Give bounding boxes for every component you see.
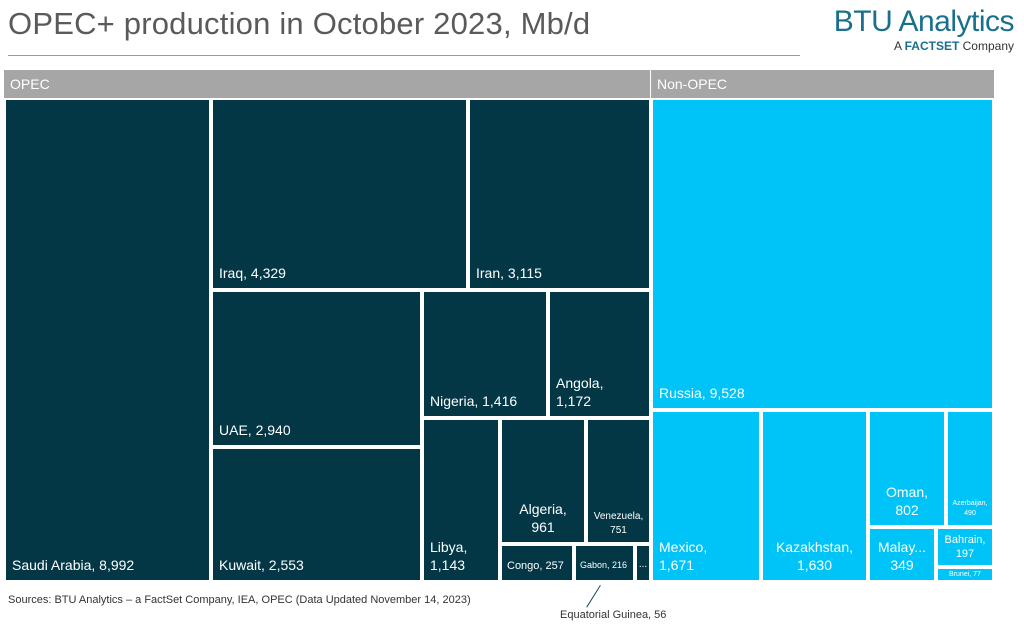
tile-label: Gabon, 216 [580,560,628,570]
tile-label: Kazakhstan, 1,630 [775,539,854,573]
source-note: Sources: BTU Analytics – a FactSet Compa… [8,594,471,606]
tile-label: Kuwait, 2,553 [219,557,304,573]
tile-label: Iraq, 4,329 [219,265,286,281]
tile-label: Nigeria, 1,416 [430,393,518,409]
brand-logo: BTU Analytics A FACTSET Company [833,5,1015,54]
tile-label: Venezuela, 751 [593,511,644,536]
tile-iraq: Iraq, 4,329 [211,98,468,290]
tile-libya: Libya, 1,143 [422,418,500,582]
tile-oman: Oman, 802 [868,410,946,527]
tile-kazakhstan: Kazakhstan, 1,630 [761,410,868,582]
brand-subtitle: A FACTSET Company [893,39,1014,53]
tile-nigeria: Nigeria, 1,416 [422,290,548,418]
tile-kuwait: Kuwait, 2,553 [211,447,422,582]
tile-gabon: Gabon, 216 [574,544,635,582]
tile-saudi-arabia: Saudi Arabia, 8,992 [4,98,211,582]
tile-label: Libya, 1,143 [430,539,468,573]
tile-equatorial-guinea: ... [635,544,651,582]
chart-title: OPEC+ production in October 2023, Mb/d [8,6,591,41]
tile-label: UAE, 2,940 [219,422,291,438]
tile-label: Iran, 3,115 [476,265,542,281]
tile-algeria: Algeria, 961 [500,418,586,544]
tile-azerbaijan: Azerbaijan, 490 [946,410,994,527]
callout-label: Equatorial Guinea, 56 [560,609,667,621]
tile-brunei: Brunei, 77 [936,567,994,582]
tile-label: Bahrain, 197 [944,534,986,560]
tile-label: Mexico, 1,671 [659,539,708,573]
tile-label: Algeria, 961 [519,501,567,535]
tile-iran: Iran, 3,115 [468,98,651,290]
group-header-opec: OPEC [4,70,650,98]
tile-label: Congo, 257 [507,560,564,572]
group-header-non-opec: Non-OPEC [651,70,994,98]
tile-venezuela: Venezuela, 751 [586,418,651,544]
tile-label: Malay... 349 [878,539,926,573]
tile-uae: UAE, 2,940 [211,290,422,447]
tile-label: ... [638,559,648,570]
brand-name: BTU Analytics [833,5,1015,38]
tile-label: Saudi Arabia, 8,992 [12,557,135,573]
tile-bahrain: Bahrain, 197 [936,527,994,567]
tile-angola: Angola, 1,172 [548,290,651,418]
callout-leader-line [586,585,601,608]
tile-malaysia: Malay... 349 [868,527,936,582]
tile-congo: Congo, 257 [500,544,574,582]
title-divider [8,55,800,56]
tile-label: Russia, 9,528 [659,385,745,401]
tile-label: Oman, 802 [885,484,928,518]
tile-label: Angola, 1,172 [556,375,604,409]
tile-label: Azerbaijan, 490 [952,500,988,517]
tile-mexico: Mexico, 1,671 [651,410,761,582]
tile-label: Brunei, 77 [949,571,981,578]
tile-russia: Russia, 9,528 [651,98,994,410]
